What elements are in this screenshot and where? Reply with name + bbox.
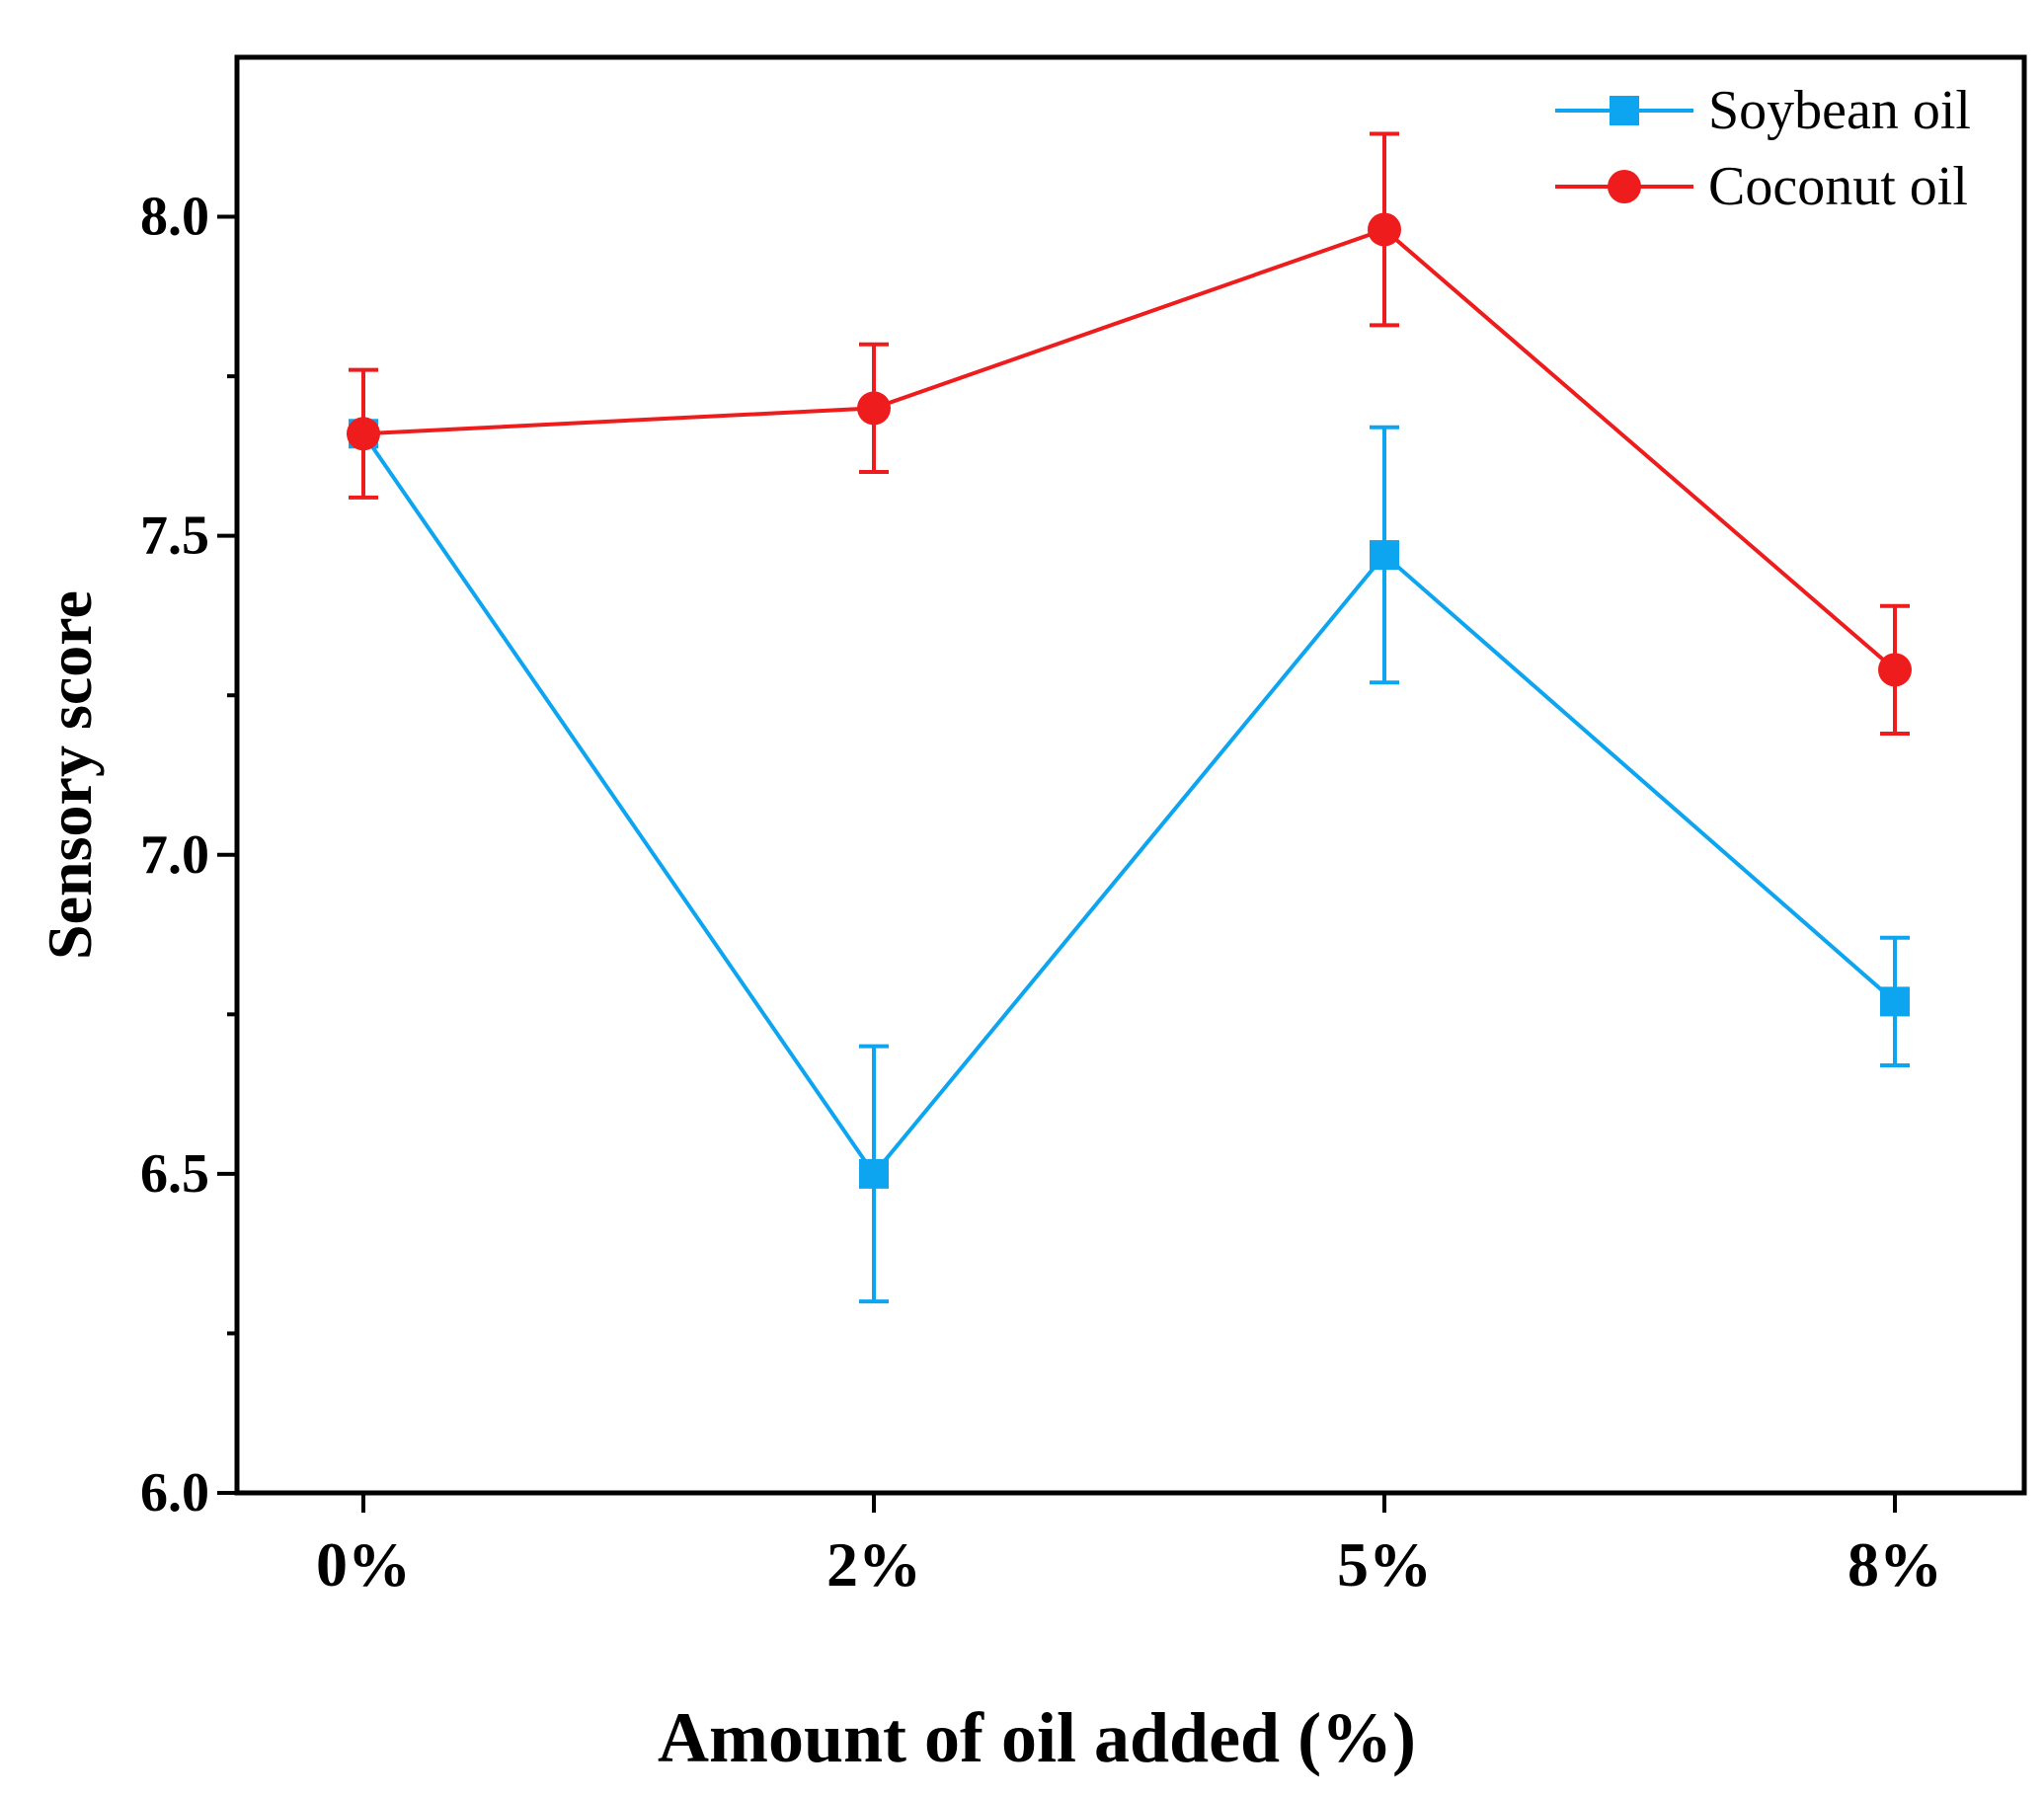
- plot-frame: [234, 54, 2027, 1496]
- axis-ticks: 6.0 6.5 7.0 7.5 8.0 0% 2% 5% 8%: [140, 187, 1942, 1600]
- data-point-circle: [1368, 212, 1401, 247]
- data-point-circle: [1878, 653, 1912, 687]
- y-tick-label: 6.5: [140, 1143, 209, 1205]
- series-line: [362, 227, 1897, 671]
- series-layer: [347, 131, 1912, 1304]
- y-tick-label: 8.0: [140, 187, 209, 248]
- x-tick-label: 2%: [826, 1529, 921, 1600]
- x-tick-label: 8%: [1847, 1529, 1942, 1600]
- legend: Soybean oil Coconut oil: [1555, 80, 1971, 217]
- legend-item: Soybean oil: [1555, 80, 1971, 141]
- legend-marker-circle: [1608, 170, 1641, 203]
- y-tick-label: 7.0: [140, 824, 209, 886]
- series-line: [361, 432, 1897, 1178]
- data-point-circle: [347, 417, 380, 451]
- series-soybean-oil: [349, 419, 1910, 1304]
- data-point-square: [859, 1158, 889, 1189]
- legend-marker-square: [1610, 96, 1639, 125]
- plot-border: [234, 54, 2027, 1496]
- y-axis-title: Sensory score: [35, 590, 105, 960]
- data-point-circle: [857, 391, 891, 426]
- legend-item: Coconut oil: [1555, 156, 1968, 217]
- legend-label: Soybean oil: [1708, 80, 1971, 141]
- legend-label: Coconut oil: [1708, 156, 1968, 217]
- data-point-square: [1880, 986, 1910, 1017]
- x-tick-label: 0%: [316, 1529, 411, 1600]
- data-point-square: [1370, 540, 1399, 571]
- series-coconut-oil: [347, 131, 1912, 736]
- y-tick-label: 7.5: [140, 506, 209, 567]
- y-tick-label: 6.0: [140, 1462, 209, 1523]
- x-axis-title: Amount of oil added (%): [658, 1698, 1416, 1777]
- x-tick-label: 5%: [1337, 1529, 1432, 1600]
